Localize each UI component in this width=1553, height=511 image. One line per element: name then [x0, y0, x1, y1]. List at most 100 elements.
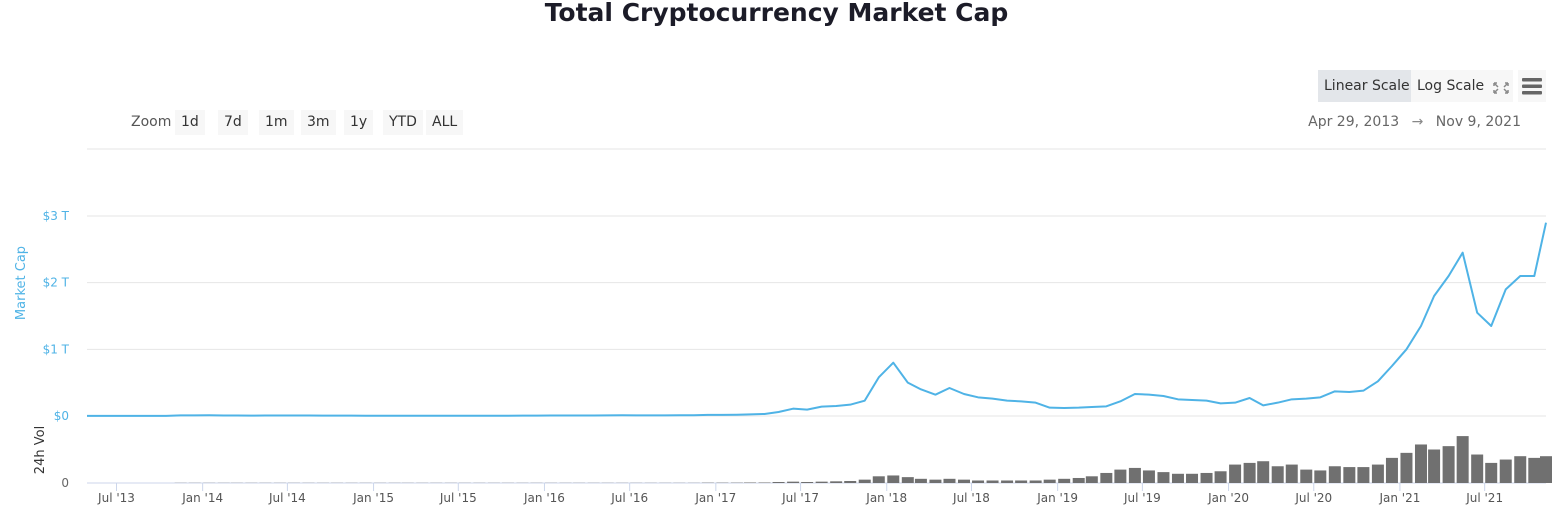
volume-bar: [1471, 454, 1484, 483]
volume-bar: [787, 481, 800, 483]
range-to[interactable]: Nov 9, 2021: [1435, 114, 1521, 130]
volume-bar: [1371, 464, 1384, 483]
volume-bar: [1285, 464, 1298, 483]
volume-bar: [972, 480, 985, 483]
x-tick-label: Jan '17: [694, 491, 736, 505]
volume-bar: [1171, 473, 1184, 483]
volume-axis-title: 24h Vol: [33, 426, 48, 474]
volume-bar: [1114, 469, 1127, 483]
zoom-all-button[interactable]: ALL: [426, 110, 464, 135]
volume-bar: [929, 479, 942, 483]
zoom-1y-button[interactable]: 1y: [344, 110, 374, 135]
y-tick-label: $0: [54, 409, 69, 423]
x-tick-label: Jul '14: [268, 491, 306, 505]
range-from[interactable]: Apr 29, 2013: [1308, 114, 1400, 130]
volume-bar: [1128, 467, 1141, 483]
x-tick-label: Jul '19: [1123, 491, 1161, 505]
volume-bar: [758, 482, 771, 483]
y-tick-label: $3 T: [43, 209, 70, 223]
x-tick-label: Jan '15: [352, 491, 394, 505]
volume-bar: [1343, 467, 1356, 483]
volume-bar: [844, 480, 857, 483]
volume-bar: [1029, 480, 1042, 483]
volume-bar: [1514, 456, 1527, 483]
y-axis-title: Market Cap: [14, 246, 29, 320]
market-cap-line: [86, 222, 1547, 417]
range-arrow: →: [1411, 114, 1424, 130]
volume-bar: [1100, 472, 1113, 483]
volume-bar: [957, 479, 970, 483]
volume-bar: [801, 481, 814, 483]
x-tick-label: Jul '15: [439, 491, 477, 505]
x-tick-label: Jul '13: [97, 491, 135, 505]
volume-bar: [1243, 462, 1256, 483]
volume-bar: [986, 480, 999, 483]
x-tick-label: Jul '21: [1465, 491, 1503, 505]
volume-bar: [1043, 479, 1056, 483]
volume-bar: [815, 481, 828, 483]
volume-bar: [744, 482, 757, 483]
volume-bar: [1499, 459, 1512, 483]
volume-bar: [1058, 478, 1071, 483]
volume-bar: [1400, 452, 1413, 483]
x-tick-label: Jan '19: [1036, 491, 1078, 505]
x-tick-label: Jan '20: [1207, 491, 1249, 505]
volume-bar: [1385, 457, 1398, 483]
volume-bar: [943, 478, 956, 483]
volume-bar: [1186, 473, 1199, 483]
y-tick-label: $2 T: [43, 276, 70, 290]
chart-title: Total Cryptocurrency Market Cap: [544, 0, 1009, 27]
volume-bar: [1300, 469, 1313, 483]
volume-bar: [1328, 466, 1341, 483]
volume-bar: [1314, 470, 1327, 483]
volume-bar: [1072, 477, 1085, 483]
zoom-3m-button[interactable]: 3m: [301, 110, 336, 135]
menu-button[interactable]: [1518, 70, 1546, 102]
fullscreen-icon: [1493, 82, 1509, 94]
zoom-1m-button[interactable]: 1m: [259, 110, 294, 135]
zoom-ytd-button[interactable]: YTD: [383, 110, 423, 135]
volume-bar: [1214, 471, 1227, 483]
volume-bar: [1528, 457, 1541, 483]
volume-bar: [1085, 476, 1098, 483]
x-tick-label: Jan '18: [865, 491, 907, 505]
volume-bar: [914, 478, 927, 483]
volume-bar: [1428, 449, 1441, 483]
x-tick-label: Jan '14: [181, 491, 223, 505]
volume-bar: [1001, 480, 1014, 483]
volume-bar: [1357, 467, 1370, 483]
hamburger-menu-icon: [1522, 78, 1542, 95]
volume-y-tick-label: 0: [61, 476, 69, 490]
volume-bar: [1271, 466, 1284, 483]
volume-bar: [901, 477, 914, 483]
volume-bar: [1257, 461, 1270, 483]
volume-bar: [1414, 444, 1427, 483]
volume-bar: [1200, 472, 1213, 483]
zoom-1d-button[interactable]: 1d: [175, 110, 205, 135]
volume-bar: [1442, 446, 1455, 483]
x-tick-label: Jan '21: [1378, 491, 1420, 505]
x-tick-label: Jul '17: [781, 491, 819, 505]
volume-bar: [772, 481, 785, 483]
x-tick-label: Jul '16: [610, 491, 648, 505]
volume-bar: [1015, 480, 1028, 483]
log-scale-button[interactable]: Log Scale: [1411, 70, 1491, 102]
linear-scale-button[interactable]: Linear Scale: [1318, 70, 1416, 102]
fullscreen-button[interactable]: [1489, 70, 1513, 102]
x-tick-label: Jul '18: [952, 491, 990, 505]
volume-bar: [830, 481, 843, 483]
volume-bar: [1540, 456, 1552, 483]
y-tick-label: $1 T: [43, 342, 70, 356]
volume-bar: [1142, 470, 1155, 483]
volume-bar: [1485, 462, 1498, 483]
volume-bar: [1157, 472, 1170, 483]
volume-bar: [887, 475, 900, 483]
x-tick-label: Jul '20: [1294, 491, 1332, 505]
volume-bar: [1229, 464, 1242, 483]
zoom-7d-button[interactable]: 7d: [218, 110, 248, 135]
date-range: Apr 29, 2013 → Nov 9, 2021: [1308, 114, 1521, 130]
volume-bar: [858, 479, 871, 483]
zoom-label: Zoom: [131, 114, 172, 130]
